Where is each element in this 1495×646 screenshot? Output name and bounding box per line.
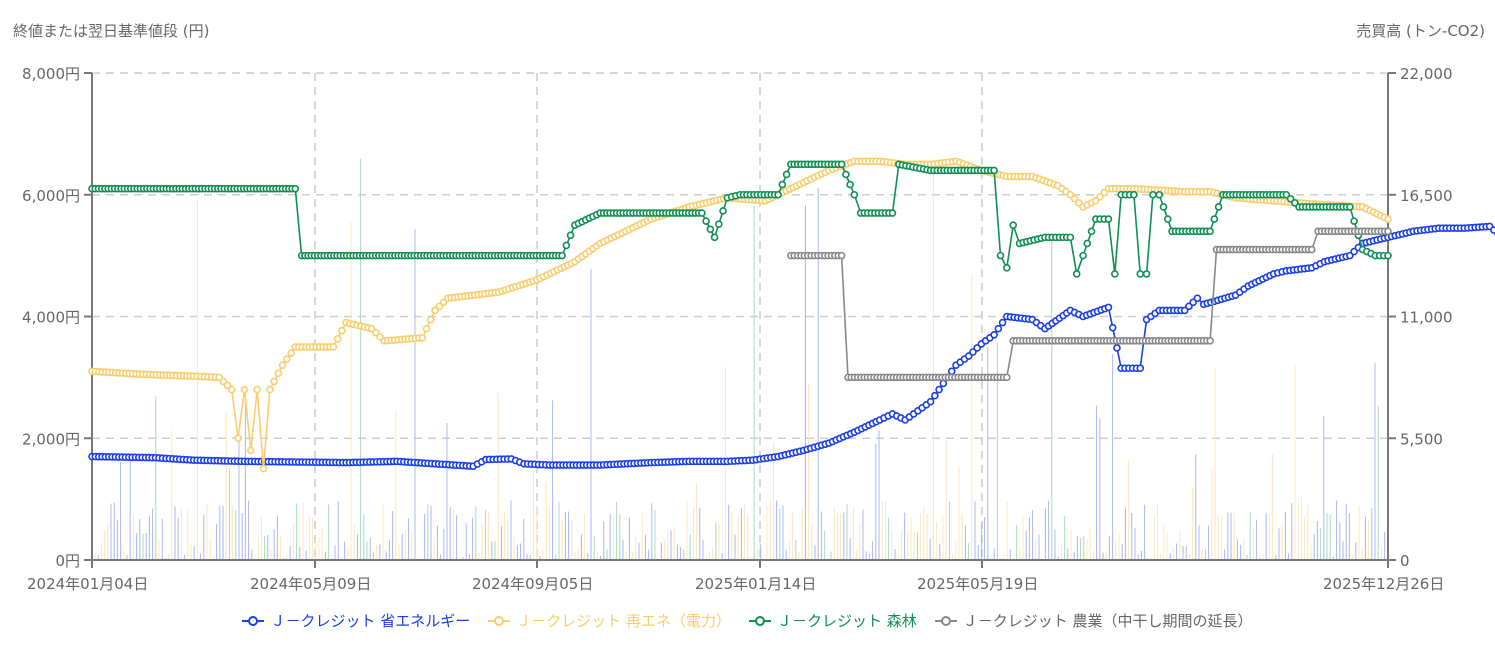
legend-label: Ｊ－クレジット 森林 (777, 612, 917, 630)
left-axis-title: 終値または翌日基準値段 (円) (13, 22, 210, 40)
svg-text:2024年01月04日: 2024年01月04日 (27, 575, 148, 593)
svg-text:2024年09月05日: 2024年09月05日 (472, 575, 593, 593)
svg-text:11,000: 11,000 (1400, 309, 1453, 327)
legend-item-agriculture[interactable]: Ｊ－クレジット 農業（中干し期間の延長） (934, 610, 1253, 631)
chart-legend: Ｊ－クレジット 省エネルギー Ｊ－クレジット 再エネ（電力） Ｊ－クレジット 森… (0, 610, 1495, 631)
svg-text:22,000: 22,000 (1400, 65, 1453, 83)
svg-text:4,000円: 4,000円 (22, 309, 80, 327)
svg-text:2025年01月14日: 2025年01月14日 (695, 575, 816, 593)
svg-text:2025年12月26日: 2025年12月26日 (1323, 575, 1444, 593)
svg-text:0: 0 (1400, 552, 1410, 570)
line-marker-icon (934, 615, 957, 626)
svg-text:2,000円: 2,000円 (22, 430, 80, 448)
svg-text:5,500: 5,500 (1400, 430, 1443, 448)
svg-text:0円: 0円 (55, 552, 80, 570)
line-marker-icon (488, 615, 511, 626)
svg-text:6,000円: 6,000円 (22, 187, 80, 205)
legend-item-energy-saving[interactable]: Ｊ－クレジット 省エネルギー (242, 610, 470, 631)
legend-label: Ｊ－クレジット 農業（中干し期間の延長） (962, 612, 1253, 630)
svg-text:8,000円: 8,000円 (22, 65, 80, 83)
line-marker-icon (242, 615, 265, 626)
right-axis-title: 売買高 (トン-CO2) (1356, 22, 1485, 40)
svg-text:2025年05月19日: 2025年05月19日 (917, 575, 1038, 593)
legend-label: Ｊ－クレジット 省エネルギー (270, 612, 471, 630)
legend-item-forest[interactable]: Ｊ－クレジット 森林 (749, 610, 917, 631)
line-marker-icon (749, 615, 771, 626)
svg-text:16,500: 16,500 (1400, 187, 1453, 205)
legend-item-renewable-power[interactable]: Ｊ－クレジット 再エネ（電力） (488, 610, 731, 631)
svg-text:2024年05月09日: 2024年05月09日 (250, 575, 371, 593)
legend-label: Ｊ－クレジット 再エネ（電力） (516, 612, 731, 630)
